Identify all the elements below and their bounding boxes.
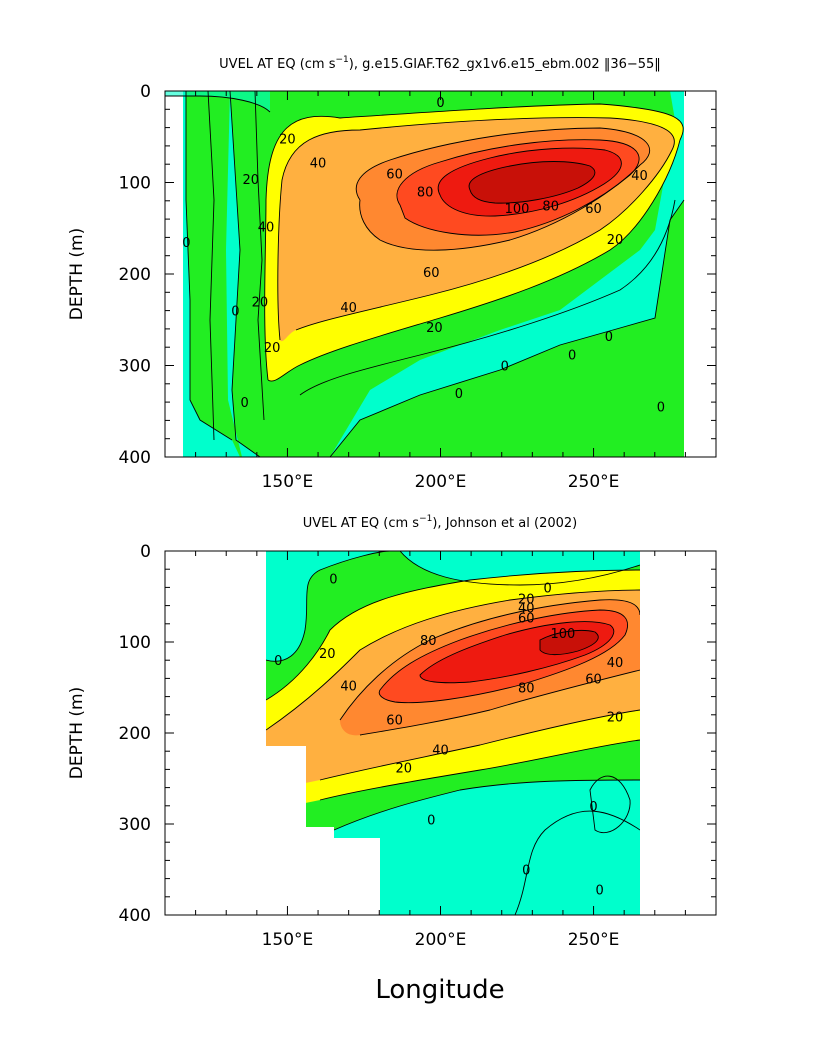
x-tick-label: 250°E: [568, 930, 620, 950]
contour-label: 60: [585, 202, 602, 217]
contour-label: 20: [242, 173, 259, 188]
contour-label: 80: [420, 634, 437, 649]
contour-label: 60: [585, 672, 602, 687]
contour-label: 40: [310, 156, 327, 171]
contour-label: 0: [240, 396, 248, 411]
band-west-neg: [266, 551, 390, 662]
contour-label: 80: [417, 186, 434, 201]
contour-label: 40: [432, 743, 449, 758]
contour-label: 0: [182, 236, 190, 251]
contour-label: 40: [340, 301, 357, 316]
x-tick-label: 150°E: [262, 930, 314, 950]
contour-label: 20: [319, 647, 336, 662]
contour-label: 80: [518, 682, 535, 697]
band-west-neg: [183, 91, 240, 457]
x-tick-label: 200°E: [415, 930, 467, 950]
band-deep-neg: [334, 780, 640, 915]
contour-label: 0: [455, 387, 463, 402]
contour-label: 20: [252, 295, 269, 310]
contour-label: 20: [264, 341, 281, 356]
panel-obs: UVEL AT EQ (cm s−1), Johnson et al (2002…: [67, 514, 717, 950]
contour-label: 0: [589, 800, 597, 815]
contour-label: 0: [543, 581, 551, 596]
x-tick-label: 200°E: [415, 472, 467, 492]
contour-label: 60: [386, 167, 403, 182]
panel-model-title-sup: −1: [336, 55, 349, 65]
contour-label: 60: [423, 266, 440, 281]
panel-obs-field: [266, 551, 640, 915]
contour-label: 0: [522, 864, 530, 879]
y-tick-label: 100: [119, 174, 151, 194]
panel-model-title-main: UVEL AT EQ (cm s: [219, 57, 336, 72]
contour-label: 60: [386, 713, 403, 728]
contour-label: 80: [542, 199, 559, 214]
band-west-neg2: [226, 91, 260, 457]
panel-obs-title-rest: ), Johnson et al (2002): [432, 516, 577, 531]
contour-label: 0: [427, 813, 435, 828]
band-110-plus: [469, 161, 595, 204]
contour-label: 20: [426, 321, 443, 336]
y-tick-label: 200: [119, 265, 151, 285]
panel-model-contours: [165, 91, 685, 457]
contour-label: 0: [501, 360, 509, 375]
no-data-east: [684, 91, 716, 457]
y-tick-label: 400: [119, 448, 151, 468]
contour-label: 40: [258, 220, 275, 235]
contour-label: 0: [657, 401, 665, 416]
panel-model-field: [165, 91, 716, 457]
contour-label: 100: [551, 627, 576, 642]
contour-label: 0: [329, 572, 337, 587]
contour-label: 0: [568, 349, 576, 364]
contour-label: 0: [596, 884, 604, 899]
panel-obs-title-sup: −1: [419, 514, 432, 524]
contour-label: 20: [607, 711, 624, 726]
contour-label: 20: [395, 762, 412, 777]
contour-label: 20: [518, 592, 535, 607]
band-surface-neg: [165, 91, 270, 112]
contour-label: 20: [279, 133, 296, 148]
contour-label: 20: [607, 233, 624, 248]
y-tick-label: 200: [119, 724, 151, 744]
panel-model: UVEL AT EQ (cm s−1), g.e15.GIAF.T62_gx1v…: [67, 55, 717, 492]
figure-xlabel: Longitude: [375, 975, 504, 1005]
panel-obs-contours: [266, 551, 640, 915]
y-tick-label: 300: [119, 815, 151, 835]
contour-label: 60: [518, 611, 535, 626]
panel-obs-ylabel: DEPTH (m): [67, 687, 87, 779]
x-tick-label: 250°E: [568, 472, 620, 492]
y-tick-label: 100: [119, 633, 151, 653]
contour-label: 40: [340, 680, 357, 695]
contour-label: 100: [505, 202, 530, 217]
panel-obs-title-main: UVEL AT EQ (cm s: [303, 516, 420, 531]
contour-label: 0: [436, 96, 444, 111]
y-tick-label: 0: [140, 82, 151, 102]
contour-label: 0: [605, 330, 613, 345]
panel-model-title: UVEL AT EQ (cm s−1), g.e15.GIAF.T62_gx1v…: [219, 55, 661, 72]
contour-label: 0: [274, 654, 282, 669]
panel-model-contour-labels: 0 20 40 60 80 100 80 60 40 20 20 40 20 20 60 40 20 0 0 0 0 0 0…: [182, 96, 665, 416]
panel-model-title-rest: ), g.e15.GIAF.T62_gx1v6.e15_ebm.002 ‖36−…: [349, 57, 661, 72]
contour-label: 40: [631, 169, 648, 184]
panel-obs-title: UVEL AT EQ (cm s−1), Johnson et al (2002…: [303, 514, 577, 531]
panel-model-ylabel: DEPTH (m): [67, 228, 87, 320]
contour-label: 40: [518, 601, 535, 616]
y-tick-label: 400: [119, 906, 151, 926]
y-tick-label: 0: [140, 542, 151, 562]
y-tick-label: 300: [119, 357, 151, 377]
contour-label: 40: [607, 656, 624, 671]
band-east-neg: [330, 91, 684, 457]
contour-label: 0: [231, 305, 239, 320]
x-tick-label: 150°E: [262, 472, 314, 492]
